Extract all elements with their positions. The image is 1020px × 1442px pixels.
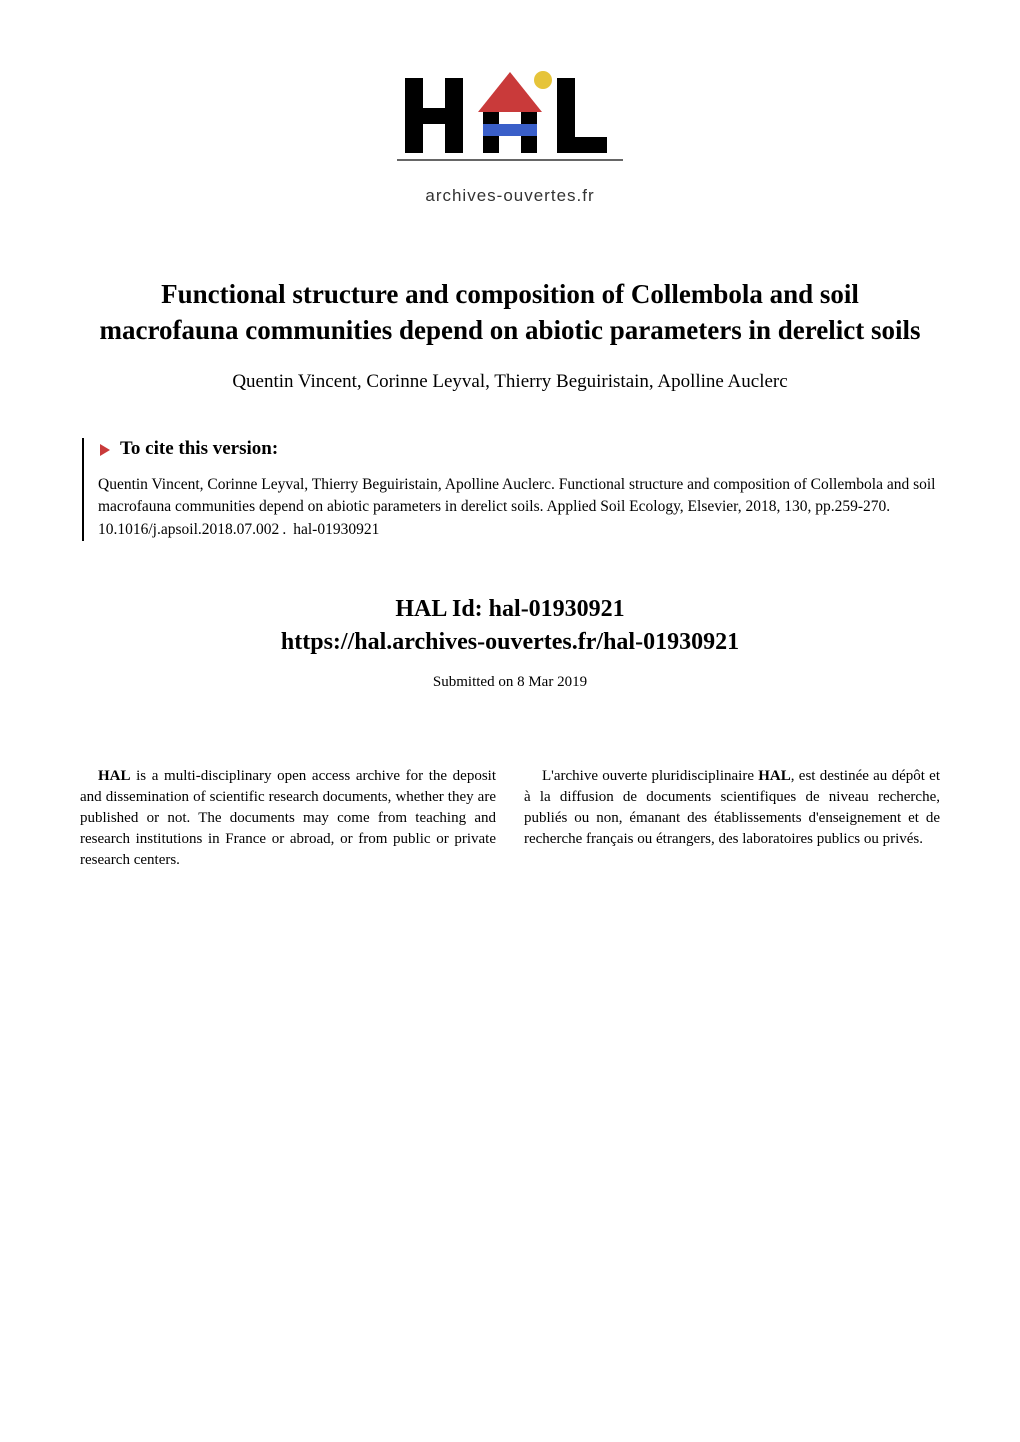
citation-block: To cite this version: Quentin Vincent, C… (82, 438, 940, 541)
description-columns: HAL is a multi-disciplinary open access … (80, 766, 940, 871)
hal-logo-tagline: archives-ouvertes.fr (80, 186, 940, 206)
column-right-text: L'archive ouverte pluridisciplinaire HAL… (524, 768, 940, 847)
triangle-right-icon (98, 443, 112, 457)
submitted-date: Submitted on 8 Mar 2019 (80, 674, 940, 691)
hal-url[interactable]: https://hal.archives-ouvertes.fr/hal-019… (80, 629, 940, 656)
logo-letter-h (405, 78, 463, 153)
hal-logo-section: archives-ouvertes.fr (80, 60, 940, 206)
paper-authors: Quentin Vincent, Corinne Leyval, Thierry… (80, 371, 940, 393)
cite-heading: To cite this version: (98, 438, 940, 460)
paper-title: Functional structure and composition of … (80, 276, 940, 349)
cite-heading-text: To cite this version: (120, 438, 278, 459)
column-right-fr: L'archive ouverte pluridisciplinaire HAL… (524, 766, 940, 871)
logo-letter-l (557, 78, 607, 153)
column-left-en: HAL is a multi-disciplinary open access … (80, 766, 496, 871)
hal-logo-icon (395, 60, 625, 175)
column-left-text: HAL is a multi-disciplinary open access … (80, 768, 496, 868)
logo-letter-a (478, 71, 552, 153)
cite-text: Quentin Vincent, Corinne Leyval, Thierry… (98, 474, 940, 541)
hal-id: HAL Id: hal-01930921 (80, 596, 940, 623)
